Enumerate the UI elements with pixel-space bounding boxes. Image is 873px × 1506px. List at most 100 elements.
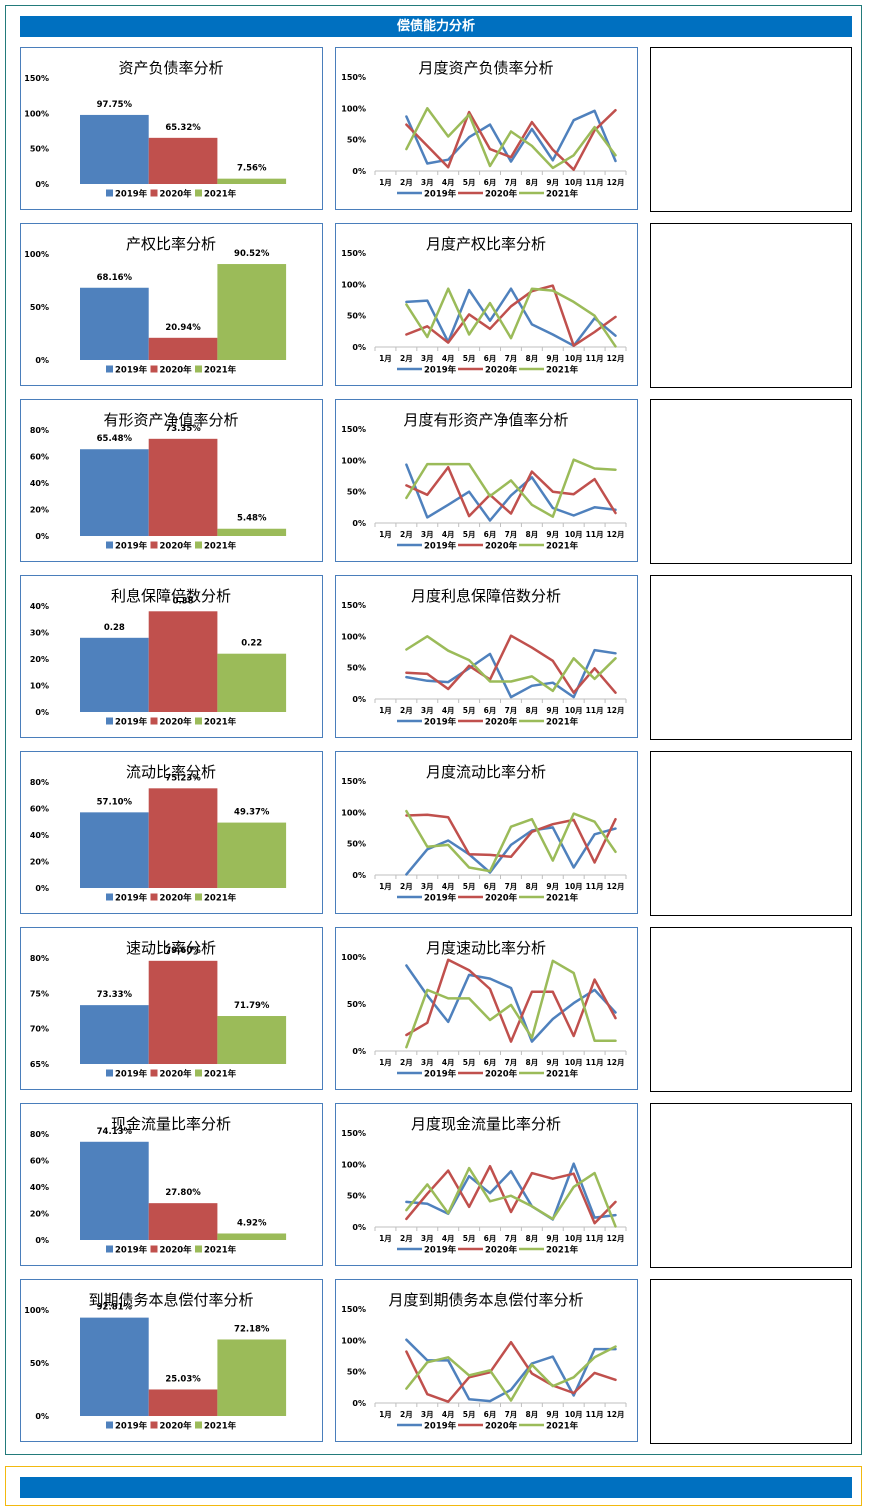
x-axis-tick-label: 9月: [546, 882, 559, 891]
y-axis-tick-label: 0%: [35, 708, 49, 717]
bar-chart-card[interactable]: 0% 50% 100% 92.81% 25.03% 72.18% 2019年 2020年 202…: [20, 1279, 323, 1442]
legend-label: 2019年: [424, 541, 457, 552]
x-axis-tick-label: 10月: [565, 178, 583, 187]
legend-label: 2021年: [204, 717, 237, 728]
bar-2021: [217, 653, 287, 712]
legend-swatch: [195, 365, 202, 373]
legend-item-2021: 2021年: [195, 365, 237, 376]
y-axis-tick-label: 100%: [341, 456, 366, 465]
legend-swatch: [150, 717, 158, 725]
legend-label: 2019年: [424, 365, 457, 376]
legend-swatch: [106, 541, 113, 549]
series-line-2020: [405, 1164, 617, 1225]
x-axis-tick-label: 8月: [526, 882, 539, 891]
legend-item-2020: 2020年: [150, 1421, 192, 1432]
chart-title: 月度现金流量比率分析: [411, 1115, 561, 1133]
legend-swatch: [106, 1421, 113, 1429]
line-chart-card[interactable]: 0% 50% 100% 150% 1月 2月 3月 4月 5月 6月 7月 8月 9月 10月 11月 12月…: [335, 1103, 638, 1266]
line-chart-card[interactable]: 0% 50% 100% 1月 2月 3月 4月 5月 6月 7月 8月 9月 10月 11月 12月 2019…: [335, 927, 638, 1090]
chart-canvas: 0% 20% 40% 60% 80% 57.10% 75.23% 49.37% 2019年 202…: [30, 763, 287, 904]
bar-chart-card[interactable]: 0% 20% 40% 60% 80% 65.48% 73.35% 5.48% 2019年 2020…: [20, 399, 323, 562]
chart-canvas: 0% 50% 100% 150% 1月 2月 3月 4月 5月 6月 7月 8月 9月 10月 11月 12月…: [341, 235, 627, 376]
legend-label: 2020年: [160, 1069, 193, 1080]
bar-chart-card[interactable]: 0% 20% 40% 60% 80% 57.10% 75.23% 49.37% 2019年 202…: [20, 751, 323, 914]
next-section-header: [20, 1477, 852, 1498]
y-axis-tick-label: 100%: [341, 280, 366, 289]
bar-chart-card[interactable]: 0% 10% 20% 30% 40% 0.28 0.38 0.22 2019年 2020年 2021…: [20, 575, 323, 738]
y-axis-tick-label: 150%: [341, 1305, 366, 1314]
x-axis-tick-label: 3月: [421, 354, 434, 363]
x-axis-tick-label: 11月: [586, 1234, 604, 1243]
legend-item-2021: 2021年: [519, 1421, 579, 1432]
bar-2020: [148, 438, 218, 536]
line-chart-card[interactable]: 0% 50% 100% 150% 1月 2月 3月 4月 5月 6月 7月 8月 9月 10月 11月 12月…: [335, 223, 638, 386]
chart-canvas: 0% 50% 100% 150% 1月 2月 3月 4月 5月 6月 7月 8月 9月 10月 11月 12月…: [341, 587, 627, 728]
y-axis-tick-label: 20%: [30, 858, 49, 867]
legend-label: 2020年: [160, 365, 193, 376]
y-axis-tick-label: 40%: [30, 1183, 49, 1192]
data-label: 92.81%: [97, 1303, 133, 1313]
line-chart-card[interactable]: 0% 50% 100% 150% 1月 2月 3月 4月 5月 6月 7月 8月 9月 10月 11月 12月…: [335, 399, 638, 562]
x-axis-tick-label: 4月: [442, 1234, 455, 1243]
data-label: 49.37%: [234, 808, 270, 818]
bar-chart-card[interactable]: 65% 70% 75% 80% 73.33% 79.60% 71.79% 2019年 2020年…: [20, 927, 323, 1090]
legend-label: 2019年: [115, 541, 148, 552]
bar-chart-card[interactable]: 0% 20% 40% 60% 80% 74.13% 27.80% 4.92% 2019年 2020…: [20, 1103, 323, 1266]
x-axis-tick-label: 8月: [526, 706, 539, 715]
line-chart-card[interactable]: 0% 50% 100% 150% 1月 2月 3月 4月 5月 6月 7月 8月 9月 10月 11月 12月…: [335, 1279, 638, 1442]
x-axis-tick-label: 4月: [442, 882, 455, 891]
x-axis-tick-label: 9月: [546, 178, 559, 187]
x-axis-tick-label: 12月: [607, 530, 625, 539]
y-axis-tick-label: 10%: [30, 682, 49, 691]
legend-item-2019: 2019年: [106, 365, 148, 376]
line-chart-card[interactable]: 0% 50% 100% 150% 1月 2月 3月 4月 5月 6月 7月 8月 9月 10月 11月 12月…: [335, 575, 638, 738]
legend-swatch: [106, 1069, 113, 1077]
y-axis-tick-label: 0%: [352, 519, 366, 528]
empty-chart-placeholder: [650, 399, 852, 564]
x-axis-tick-label: 2月: [400, 178, 413, 187]
y-axis-tick-label: 150%: [341, 249, 366, 258]
legend-label: 2020年: [160, 541, 193, 552]
series-line-2019: [405, 1338, 617, 1403]
legend-label: 2021年: [546, 1245, 579, 1256]
legend-item-2020: 2020年: [458, 189, 518, 200]
y-axis-tick-label: 100%: [341, 632, 366, 641]
legend-item-2020: 2020年: [150, 541, 193, 552]
series-line-2021: [405, 959, 617, 1049]
legend-label: 2019年: [115, 1421, 148, 1432]
chart-title: 有形资产净值率分析: [103, 411, 238, 429]
legend-label: 2021年: [546, 541, 579, 552]
x-axis-tick-label: 7月: [505, 530, 518, 539]
legend-label: 2020年: [485, 893, 518, 904]
legend-swatch: [150, 365, 158, 373]
x-axis-tick-label: 7月: [505, 1410, 518, 1419]
line-chart-card[interactable]: 0% 50% 100% 150% 1月 2月 3月 4月 5月 6月 7月 8月 9月 10月 11月 12月…: [335, 47, 638, 210]
data-label: 97.75%: [97, 100, 133, 110]
series-line-2020: [405, 284, 617, 347]
bar-chart-card[interactable]: 0% 50% 100% 68.16% 20.94% 90.52% 2019年 2020年 202…: [20, 223, 323, 386]
series-line-2020: [405, 958, 617, 1043]
x-axis-tick-label: 11月: [586, 706, 604, 715]
legend-item-2021: 2021年: [519, 893, 579, 904]
data-label: 5.48%: [237, 514, 267, 524]
legend-label: 2020年: [485, 365, 518, 376]
chart-title: 利息保障倍数分析: [111, 587, 231, 605]
legend-item-2020: 2020年: [458, 541, 518, 552]
legend-item-2019: 2019年: [397, 541, 457, 552]
bar-2020: [148, 337, 218, 360]
legend-item-2021: 2021年: [195, 717, 237, 728]
bar-chart-card[interactable]: 0% 50% 100% 150% 97.75% 65.32% 7.56% 2019年 2020年…: [20, 47, 323, 210]
legend-label: 2020年: [485, 541, 518, 552]
chart-title: 月度速动比率分析: [426, 939, 546, 957]
y-axis-tick-label: 80%: [30, 426, 49, 435]
line-chart-card[interactable]: 0% 50% 100% 150% 1月 2月 3月 4月 5月 6月 7月 8月 9月 10月 11月 12月…: [335, 751, 638, 914]
legend-item-2021: 2021年: [519, 541, 579, 552]
y-axis-tick-label: 40%: [30, 479, 49, 488]
empty-chart-placeholder: [650, 927, 852, 1092]
y-axis-tick-label: 20%: [30, 655, 49, 664]
legend-label: 2019年: [424, 1245, 457, 1256]
chart-title: 月度流动比率分析: [426, 763, 546, 781]
y-axis-tick-label: 50%: [347, 312, 366, 321]
chart-title: 月度资产负债率分析: [418, 59, 553, 77]
x-axis-tick-label: 1月: [379, 178, 392, 187]
